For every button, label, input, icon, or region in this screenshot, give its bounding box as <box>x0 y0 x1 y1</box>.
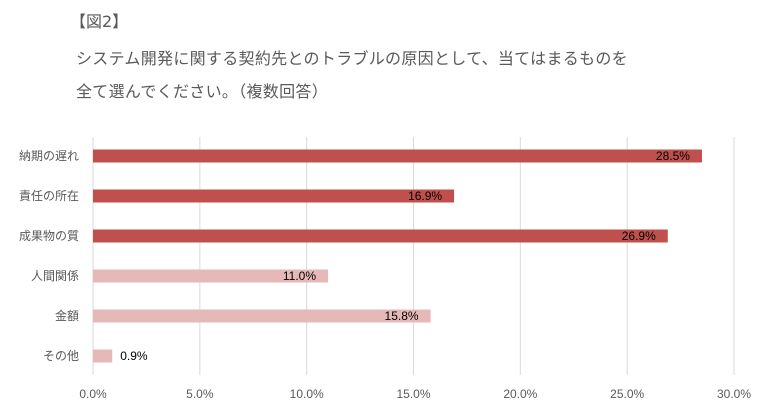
data-label: 11.0% <box>283 269 316 283</box>
x-tick-label: 10.0% <box>290 387 324 401</box>
category-label: 責任の所在 <box>19 189 79 203</box>
bar <box>93 149 702 163</box>
bar <box>93 349 113 363</box>
chart-title-line-1: システム開発に関する契約先とのトラブルの原因として、当てはまるものを <box>76 49 628 68</box>
data-label: 26.9% <box>622 229 656 243</box>
data-label: 16.9% <box>408 189 442 203</box>
bar <box>93 309 431 323</box>
category-label: 納期の遅れ <box>19 149 79 163</box>
category-label: 人間関係 <box>31 269 79 283</box>
bars <box>93 149 702 363</box>
data-label: 15.8% <box>385 309 419 323</box>
bar <box>93 229 668 243</box>
x-tick-label: 5.0% <box>186 387 214 401</box>
category-label: 金額 <box>55 308 79 323</box>
bar <box>93 269 329 283</box>
data-label: 28.5% <box>656 149 690 163</box>
x-tick-label: 20.0% <box>503 387 537 401</box>
x-tick-label: 15.0% <box>396 387 430 401</box>
x-tick-label: 0.0% <box>79 387 107 401</box>
category-label: その他 <box>43 349 79 363</box>
gridlines <box>92 137 735 375</box>
chart-title-line-2: 全て選んでください。（複数回答） <box>76 82 329 101</box>
bar <box>93 189 455 203</box>
figure-label: 【図2】 <box>70 12 129 31</box>
x-axis-tick-labels: 0.0% 5.0% 10.0% 15.0% 20.0% 25.0% 30.0% <box>79 387 751 401</box>
category-label: 成果物の質 <box>19 228 79 243</box>
x-tick-label: 30.0% <box>717 387 751 401</box>
data-label: 0.9% <box>120 349 148 363</box>
data-labels: 28.5% 16.9% 26.9% 11.0% 15.8% 0.9% <box>120 149 690 363</box>
x-tick-label: 25.0% <box>610 387 644 401</box>
